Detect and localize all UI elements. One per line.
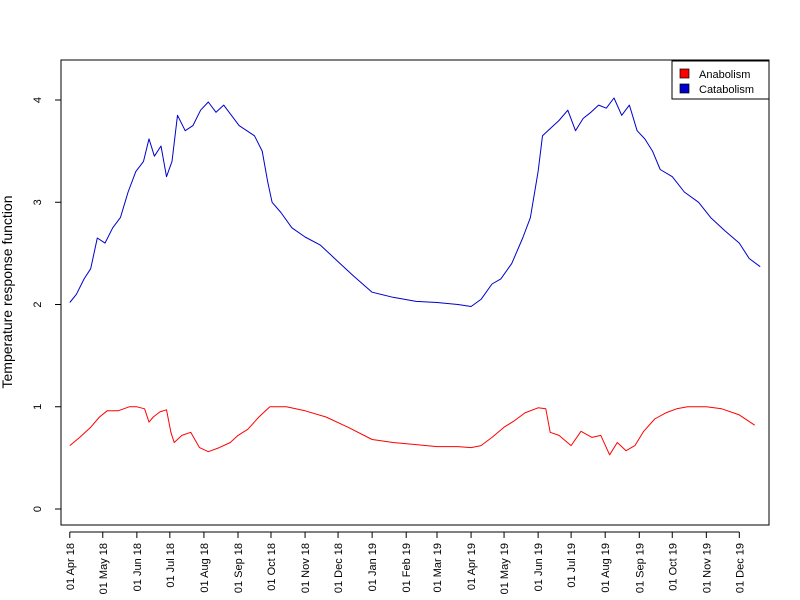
y-tick-label: 4 [32, 97, 44, 103]
x-tick-label: 01 Apr 19 [466, 543, 478, 590]
series-line-anabolism [69, 406, 755, 456]
series-line-catabolism [69, 97, 761, 307]
x-tick-label: 01 Apr 18 [65, 543, 77, 590]
legend-label-anabolism: Anabolism [699, 69, 750, 81]
x-tick-label: 01 Oct 18 [266, 543, 278, 591]
x-tick-label: 01 Nov 18 [300, 543, 312, 593]
legend-swatch-anabolism [679, 68, 690, 79]
y-tick-label: 2 [32, 301, 44, 307]
y-tick-label: 3 [32, 199, 44, 205]
x-tick-label: 01 Mar 19 [432, 543, 444, 593]
y-axis-title: Temperature response function [0, 196, 15, 389]
x-tick-label: 01 Aug 19 [600, 543, 612, 593]
y-tick-label: 0 [32, 506, 44, 512]
series-layer [69, 97, 761, 456]
x-tick-label: 01 Nov 19 [701, 543, 713, 593]
x-tick-label: 01 Jan 19 [367, 543, 379, 591]
x-tick-label: 01 Sep 18 [233, 543, 245, 593]
plot-area-frame [60, 59, 770, 526]
legend-box [671, 60, 770, 100]
legend-label-catabolism: Catabolism [699, 84, 754, 96]
y-tick-label: 1 [32, 404, 44, 410]
x-tick-label: 01 Oct 19 [667, 543, 679, 591]
y-axis: 0 1 2 3 4 [32, 97, 61, 512]
x-axis: 01 Apr 18 01 May 18 01 Jun 18 01 Jul 18 01 A… [65, 531, 746, 594]
x-tick-label: 01 Jul 19 [566, 543, 578, 588]
legend: Anabolism Catabolism [671, 60, 770, 100]
x-tick-label: 01 Jun 18 [132, 543, 144, 591]
x-tick-label: 01 Sep 19 [634, 543, 646, 593]
x-tick-label: 01 Dec 18 [333, 543, 345, 593]
x-tick-label: 01 Jul 18 [165, 543, 177, 588]
x-tick-label: 01 Dec 19 [734, 543, 746, 593]
legend-swatch-catabolism [679, 83, 690, 94]
x-tick-label: 01 Jun 19 [533, 543, 545, 591]
x-tick-label: 01 Aug 18 [199, 543, 211, 593]
x-tick-label: 01 Feb 19 [401, 543, 413, 593]
x-tick-label: 01 May 18 [98, 543, 110, 594]
x-tick-label: 01 May 19 [499, 543, 511, 594]
